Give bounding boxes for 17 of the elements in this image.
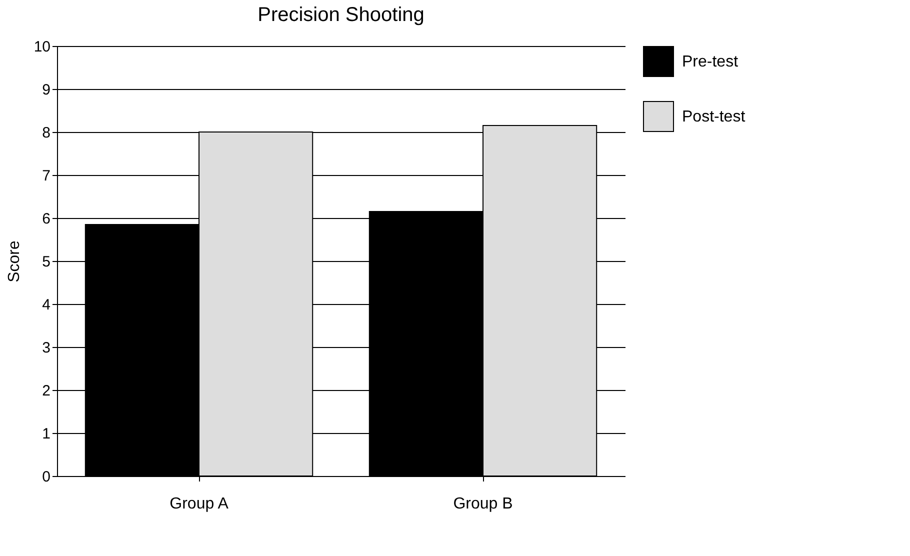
x-tick-label: Group A — [170, 496, 229, 512]
y-tick-label: 2 — [42, 382, 50, 400]
y-tick-label: 9 — [42, 82, 50, 98]
y-tick-label: 6 — [42, 210, 50, 228]
chart-title: Precision Shooting — [258, 4, 424, 26]
y-tick-label: 7 — [42, 168, 50, 184]
y-axis-title: Score — [6, 240, 23, 282]
y-tick-label: 10 — [34, 38, 50, 56]
y-tick-label: 1 — [42, 426, 50, 442]
y-tick-label: 5 — [42, 254, 50, 270]
legend-label: Post-test — [682, 108, 746, 126]
y-tick-label: 8 — [42, 124, 50, 142]
y-tick-label: 4 — [42, 296, 50, 314]
y-tick-label: 0 — [42, 468, 50, 486]
y-tick-label: 3 — [42, 340, 50, 356]
x-tick-label: Group B — [453, 496, 513, 512]
legend-label: Pre-test — [682, 54, 739, 70]
